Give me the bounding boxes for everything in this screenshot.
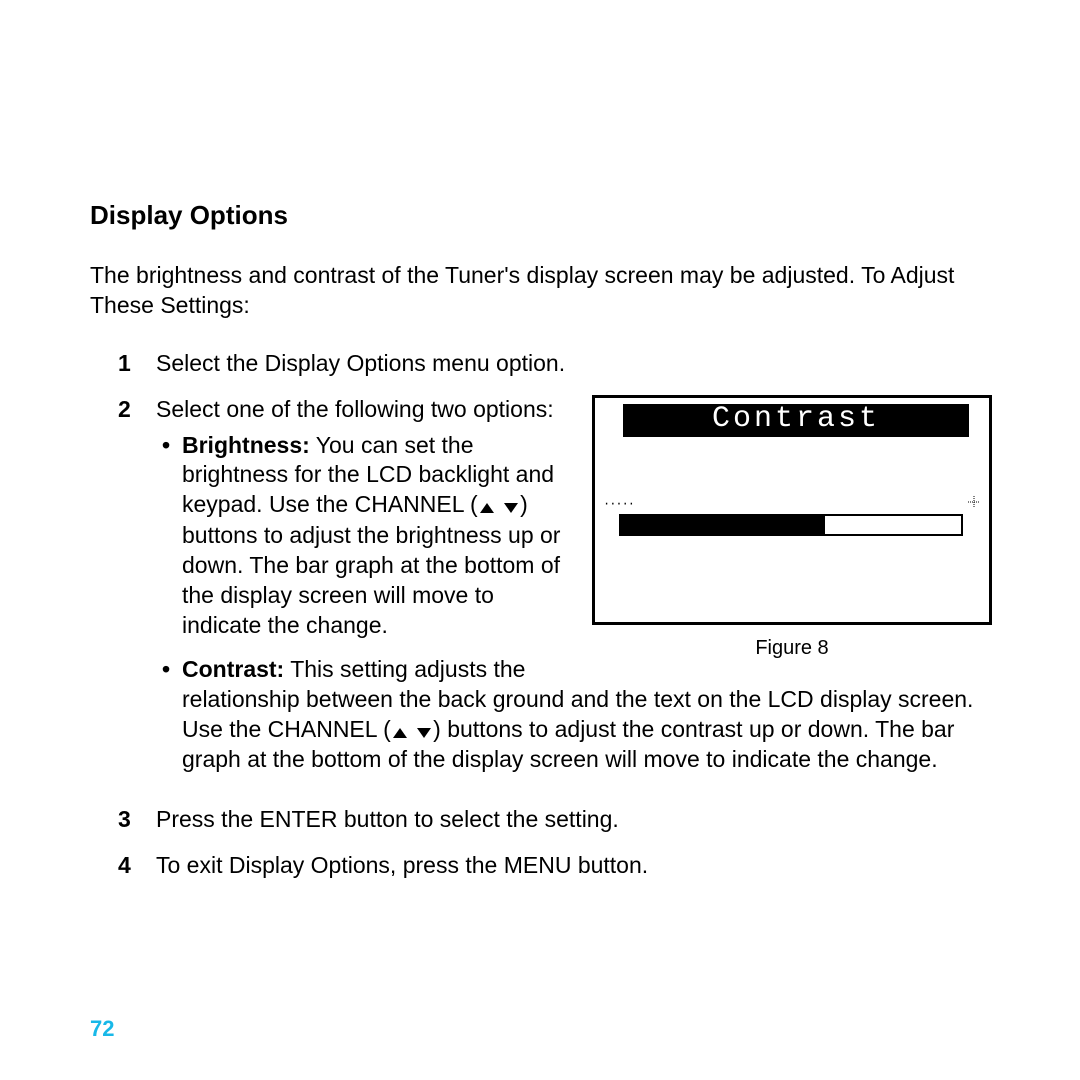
step-number: 1 bbox=[118, 349, 131, 379]
manual-page: Display Options The brightness and contr… bbox=[0, 0, 1080, 1080]
bullet-contrast: Contrast: This setting adjusts the relat… bbox=[182, 655, 990, 776]
step-number: 4 bbox=[118, 851, 131, 881]
up-arrow-icon bbox=[393, 716, 407, 746]
down-arrow-icon bbox=[504, 491, 518, 521]
page-number: 72 bbox=[90, 1016, 114, 1042]
step-text: Select the Display Options menu option. bbox=[156, 350, 565, 376]
section-heading: Display Options bbox=[90, 200, 990, 231]
step-text: Press the ENTER button to select the set… bbox=[156, 806, 619, 832]
bullet-label: Contrast: bbox=[182, 656, 284, 682]
bullet-label: Brightness: bbox=[182, 432, 310, 458]
step-3: 3 Press the ENTER button to select the s… bbox=[128, 805, 990, 835]
step-text: To exit Display Options, press the MENU … bbox=[156, 852, 648, 878]
step-number: 3 bbox=[118, 805, 131, 835]
up-arrow-icon bbox=[480, 491, 494, 521]
options-list: Brightness: You can set the brightness f… bbox=[156, 431, 990, 776]
down-arrow-icon bbox=[417, 716, 431, 746]
step-1: 1 Select the Display Options menu option… bbox=[128, 349, 990, 379]
steps-list: 1 Select the Display Options menu option… bbox=[90, 349, 990, 881]
step-number: 2 bbox=[118, 395, 131, 425]
bullet-brightness: Brightness: You can set the brightness f… bbox=[182, 431, 990, 641]
step-text: Select one of the following two options: bbox=[156, 396, 554, 422]
step-4: 4 To exit Display Options, press the MEN… bbox=[128, 851, 990, 881]
intro-paragraph: The brightness and contrast of the Tuner… bbox=[90, 261, 990, 321]
step-2: 2 Select one of the following two option… bbox=[128, 395, 990, 790]
